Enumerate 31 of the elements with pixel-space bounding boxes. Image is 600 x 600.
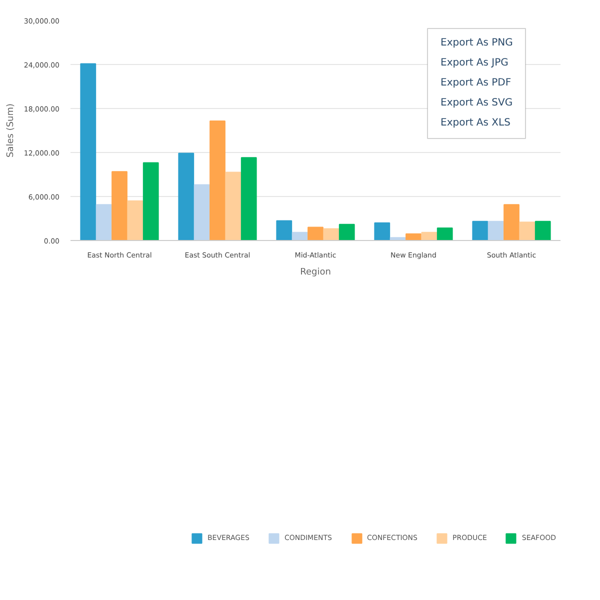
bar	[338, 224, 355, 240]
bar	[488, 220, 504, 240]
annotation: Export As JPG	[440, 58, 508, 68]
bar	[421, 232, 438, 240]
bar	[127, 200, 144, 240]
bar	[292, 232, 308, 240]
bar	[112, 171, 128, 240]
annotation: Export As SVG	[440, 98, 513, 108]
bar	[504, 204, 520, 240]
bar	[323, 228, 340, 240]
bar	[472, 220, 488, 240]
y-axis-title: Sales (Sum)	[6, 103, 16, 158]
bar	[519, 222, 536, 240]
bar	[534, 220, 551, 240]
bar	[374, 222, 390, 240]
bar	[225, 172, 242, 240]
bar	[80, 63, 96, 240]
x-axis-title: Region	[300, 268, 331, 278]
bar	[178, 152, 194, 240]
annotation: Export As PNG	[440, 38, 513, 48]
bar	[142, 162, 159, 240]
bar	[96, 204, 112, 240]
bar	[276, 220, 292, 240]
bar	[436, 228, 453, 240]
annotation: Export As PDF	[440, 78, 512, 88]
bar	[194, 184, 210, 240]
bar	[210, 120, 226, 240]
bar	[308, 226, 324, 240]
bar	[240, 157, 257, 240]
annotation: Export As XLS	[440, 118, 510, 128]
bar	[406, 233, 422, 240]
